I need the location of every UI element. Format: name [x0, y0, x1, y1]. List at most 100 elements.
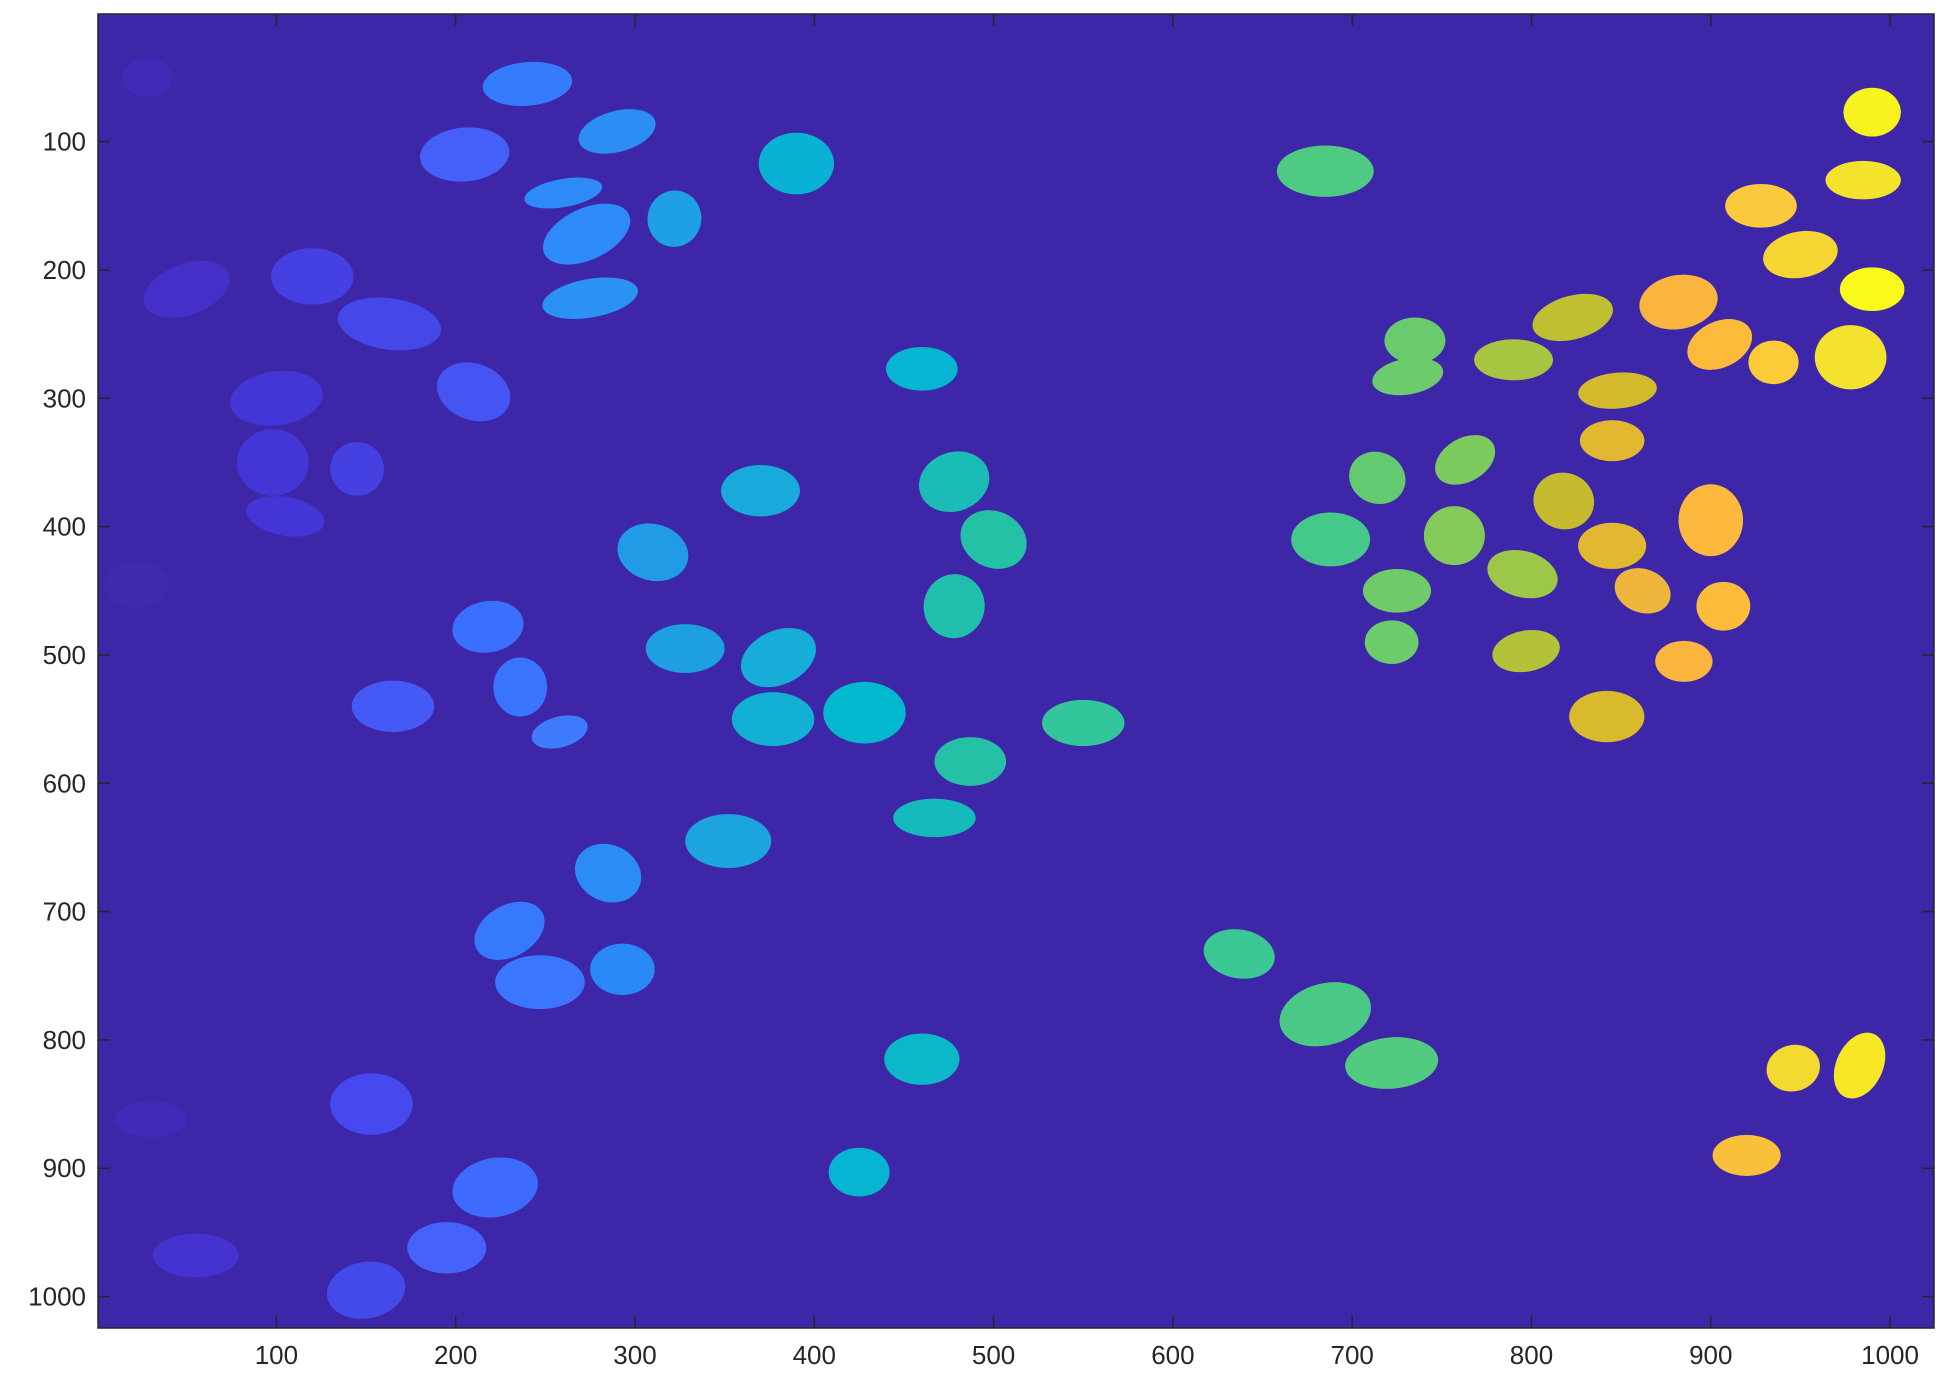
x-tick-label: 200 [434, 1340, 477, 1370]
region-9 [271, 248, 354, 305]
region-22 [482, 61, 573, 107]
region-35 [721, 465, 800, 517]
region-55 [1372, 357, 1444, 396]
region-44 [893, 798, 976, 838]
region-4 [115, 1101, 187, 1138]
region-39 [828, 1147, 890, 1197]
region-33 [645, 624, 725, 673]
x-tick-label: 900 [1689, 1340, 1732, 1370]
region-1 [122, 58, 173, 97]
region-21 [531, 715, 588, 749]
region-61 [1487, 549, 1558, 599]
x-tick-label: 1000 [1861, 1340, 1919, 1370]
y-tick-label: 900 [43, 1153, 86, 1183]
region-43 [918, 451, 990, 513]
region-32 [617, 523, 689, 582]
region-7 [236, 429, 309, 496]
y-tick-label: 400 [43, 512, 86, 542]
region-20 [493, 657, 548, 717]
region-28 [474, 901, 545, 960]
region-62 [1474, 339, 1553, 381]
region-60 [1423, 506, 1485, 566]
region-80 [1766, 1044, 1820, 1092]
region-85 [1839, 267, 1905, 312]
region-83 [1833, 1032, 1886, 1099]
region-15 [351, 680, 435, 732]
region-53 [1345, 1037, 1439, 1089]
region-82 [1814, 325, 1887, 390]
region-31 [590, 943, 655, 996]
region-66 [1578, 372, 1657, 409]
x-tick-label: 500 [972, 1340, 1015, 1370]
region-6 [230, 370, 323, 426]
region-47 [960, 510, 1027, 569]
axes-box [97, 13, 1935, 1329]
region-5 [152, 1233, 239, 1278]
region-69 [1578, 522, 1647, 569]
y-tick-label: 800 [43, 1025, 86, 1055]
region-50 [1291, 512, 1371, 567]
region-70 [1614, 568, 1671, 614]
region-74 [1696, 581, 1751, 631]
region-64 [1532, 293, 1613, 342]
region-25 [578, 109, 656, 154]
region-8 [246, 496, 325, 537]
region-29 [495, 955, 585, 1010]
region-77 [1725, 184, 1797, 228]
region-84 [1843, 87, 1901, 137]
x-tick-label: 700 [1330, 1340, 1373, 1370]
region-76 [1712, 1134, 1781, 1176]
region-51 [1279, 982, 1372, 1047]
region-36 [740, 627, 816, 688]
region-10 [330, 441, 384, 496]
region-19 [452, 600, 524, 653]
x-tick-label: 800 [1510, 1340, 1553, 1370]
y-axis: 100 200 300 400 500 600 700 800 900 1000 [28, 127, 1934, 1312]
region-17 [407, 1222, 487, 1274]
region-79 [1763, 230, 1838, 279]
region-52 [1276, 145, 1374, 197]
region-78 [1748, 340, 1799, 385]
region-68 [1579, 420, 1645, 462]
region-37 [731, 692, 815, 747]
y-tick-label: 300 [43, 383, 86, 413]
region-46 [934, 737, 1007, 786]
region-72 [1678, 484, 1744, 557]
region-45 [923, 574, 985, 639]
y-tick-label: 600 [43, 768, 86, 798]
region-27 [647, 190, 702, 247]
y-tick-label: 100 [43, 127, 86, 157]
region-16 [419, 127, 510, 182]
region-30 [574, 843, 642, 903]
region-42 [884, 1033, 960, 1085]
region-81 [1825, 160, 1901, 200]
region-24 [542, 203, 631, 265]
region-41 [886, 346, 958, 391]
region-2 [143, 260, 230, 318]
region-26 [542, 277, 638, 319]
region-48 [1041, 699, 1125, 747]
region-73 [1687, 319, 1753, 370]
region-75 [1655, 640, 1713, 682]
x-axis: 100 200 300 400 500 600 700 800 900 1000 [255, 14, 1919, 1370]
region-49 [1203, 929, 1275, 979]
region-11 [337, 297, 441, 351]
region-3 [104, 561, 169, 608]
region-67 [1569, 690, 1645, 743]
x-tick-label: 400 [793, 1340, 836, 1370]
x-tick-label: 600 [1151, 1340, 1194, 1370]
region-59 [1435, 435, 1496, 485]
y-tick-label: 700 [43, 897, 86, 927]
region-71 [1639, 274, 1718, 330]
y-tick-label: 1000 [28, 1282, 86, 1312]
region-14 [436, 362, 511, 422]
region-18 [452, 1157, 538, 1218]
region-12 [330, 1073, 413, 1135]
y-tick-label: 500 [43, 640, 86, 670]
x-tick-label: 300 [613, 1340, 656, 1370]
region-23 [524, 177, 603, 209]
labeled-regions [104, 58, 1905, 1319]
region-38 [823, 681, 906, 744]
x-tick-label: 100 [255, 1340, 298, 1370]
y-tick-label: 200 [43, 255, 86, 285]
